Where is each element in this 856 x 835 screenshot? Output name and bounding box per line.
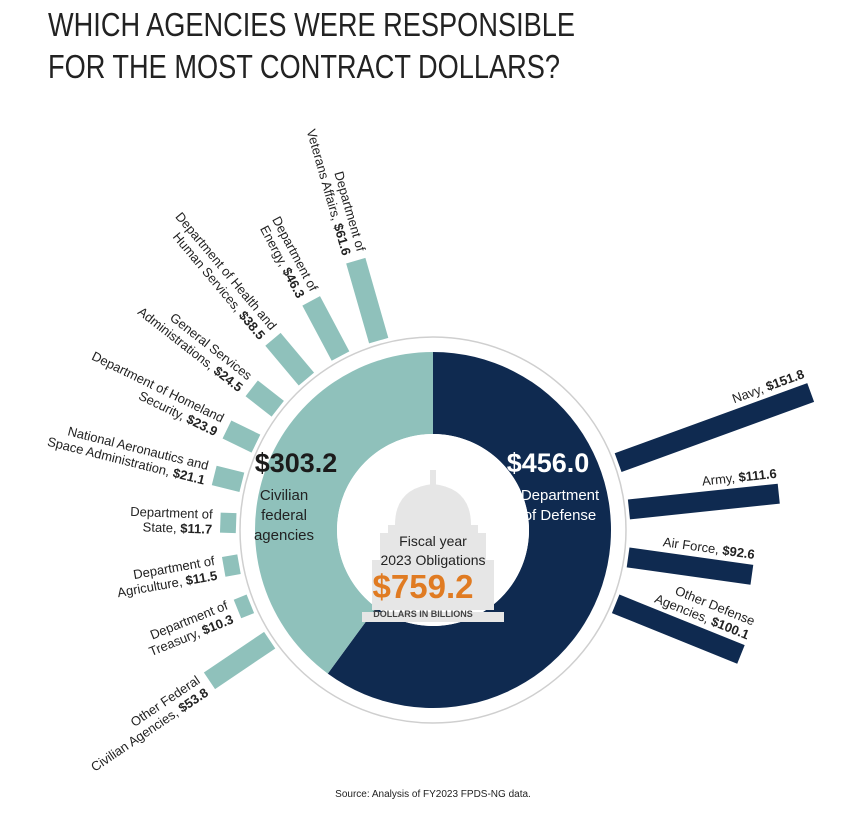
agency-label-line: Department of [130, 504, 213, 522]
agency-bar [211, 465, 245, 493]
agency-value: $11.5 [184, 568, 218, 588]
agency-label: Army, $111.6 [701, 466, 777, 489]
donut-segment [327, 352, 611, 708]
agency-bar-group [211, 465, 245, 493]
agency-label-line: Army, $111.6 [701, 466, 777, 489]
agency-bar [221, 554, 241, 577]
agency-name: Department of [130, 504, 213, 522]
agency-bar [233, 594, 255, 619]
agency-name: State, [142, 519, 176, 535]
center-label: 2023 Obligations [380, 552, 485, 568]
segment-value: $303.2 [255, 448, 338, 478]
agency-bar [222, 420, 261, 453]
agency-value: $111.6 [738, 466, 778, 485]
source-note: Source: Analysis of FY2023 FPDS-NG data. [335, 789, 531, 800]
agency-bar [245, 380, 284, 417]
agency-bar-group [346, 257, 389, 344]
agency-bar-group [614, 383, 815, 473]
donut-segment [255, 352, 433, 674]
agency-bar [614, 383, 815, 473]
agency-bar-group [221, 554, 241, 577]
agency-bar-group [626, 547, 754, 585]
agency-bar [302, 296, 350, 361]
segment-value: $456.0 [507, 448, 590, 478]
agency-label-line: Civilian Agencies, $53.8 [88, 685, 211, 775]
agency-bar [611, 594, 745, 664]
agency-bar [219, 512, 237, 534]
segment-name: Department [521, 487, 600, 504]
agency-bar-group [611, 594, 745, 664]
agency-name: Army, [701, 470, 735, 488]
chart-title: WHICH AGENCIES WERE RESPONSIBLE [48, 6, 575, 43]
agency-bar [203, 631, 276, 690]
agency-bar-group [219, 512, 237, 534]
segment-name: federal [261, 507, 307, 524]
capitol-icon [362, 470, 504, 622]
agency-label-line: State, $11.7 [142, 519, 212, 536]
agency-bar [626, 547, 754, 585]
agency-bar [627, 483, 780, 520]
agency-bar-group [265, 332, 315, 386]
agency-value: $11.7 [180, 521, 212, 537]
unit-label: DOLLARS IN BILLIONS [373, 609, 473, 619]
agency-bar-group [245, 380, 284, 417]
center-label: Fiscal year [399, 533, 467, 549]
agency-value: $92.6 [721, 543, 755, 562]
donut [255, 352, 611, 708]
agency-bar-group [222, 420, 261, 453]
agency-bar-group [627, 483, 780, 520]
agency-bar-group [203, 631, 276, 690]
agency-bar-group [233, 594, 255, 619]
agency-bar [265, 332, 315, 386]
chart-title: FOR THE MOST CONTRACT DOLLARS? [48, 48, 560, 85]
agency-bar-group [302, 296, 350, 361]
agency-bar [346, 257, 389, 344]
total-value: $759.2 [373, 568, 474, 605]
segment-name: agencies [254, 527, 314, 544]
segment-name: of Defense [524, 507, 597, 524]
segment-name: Civilian [260, 487, 308, 504]
